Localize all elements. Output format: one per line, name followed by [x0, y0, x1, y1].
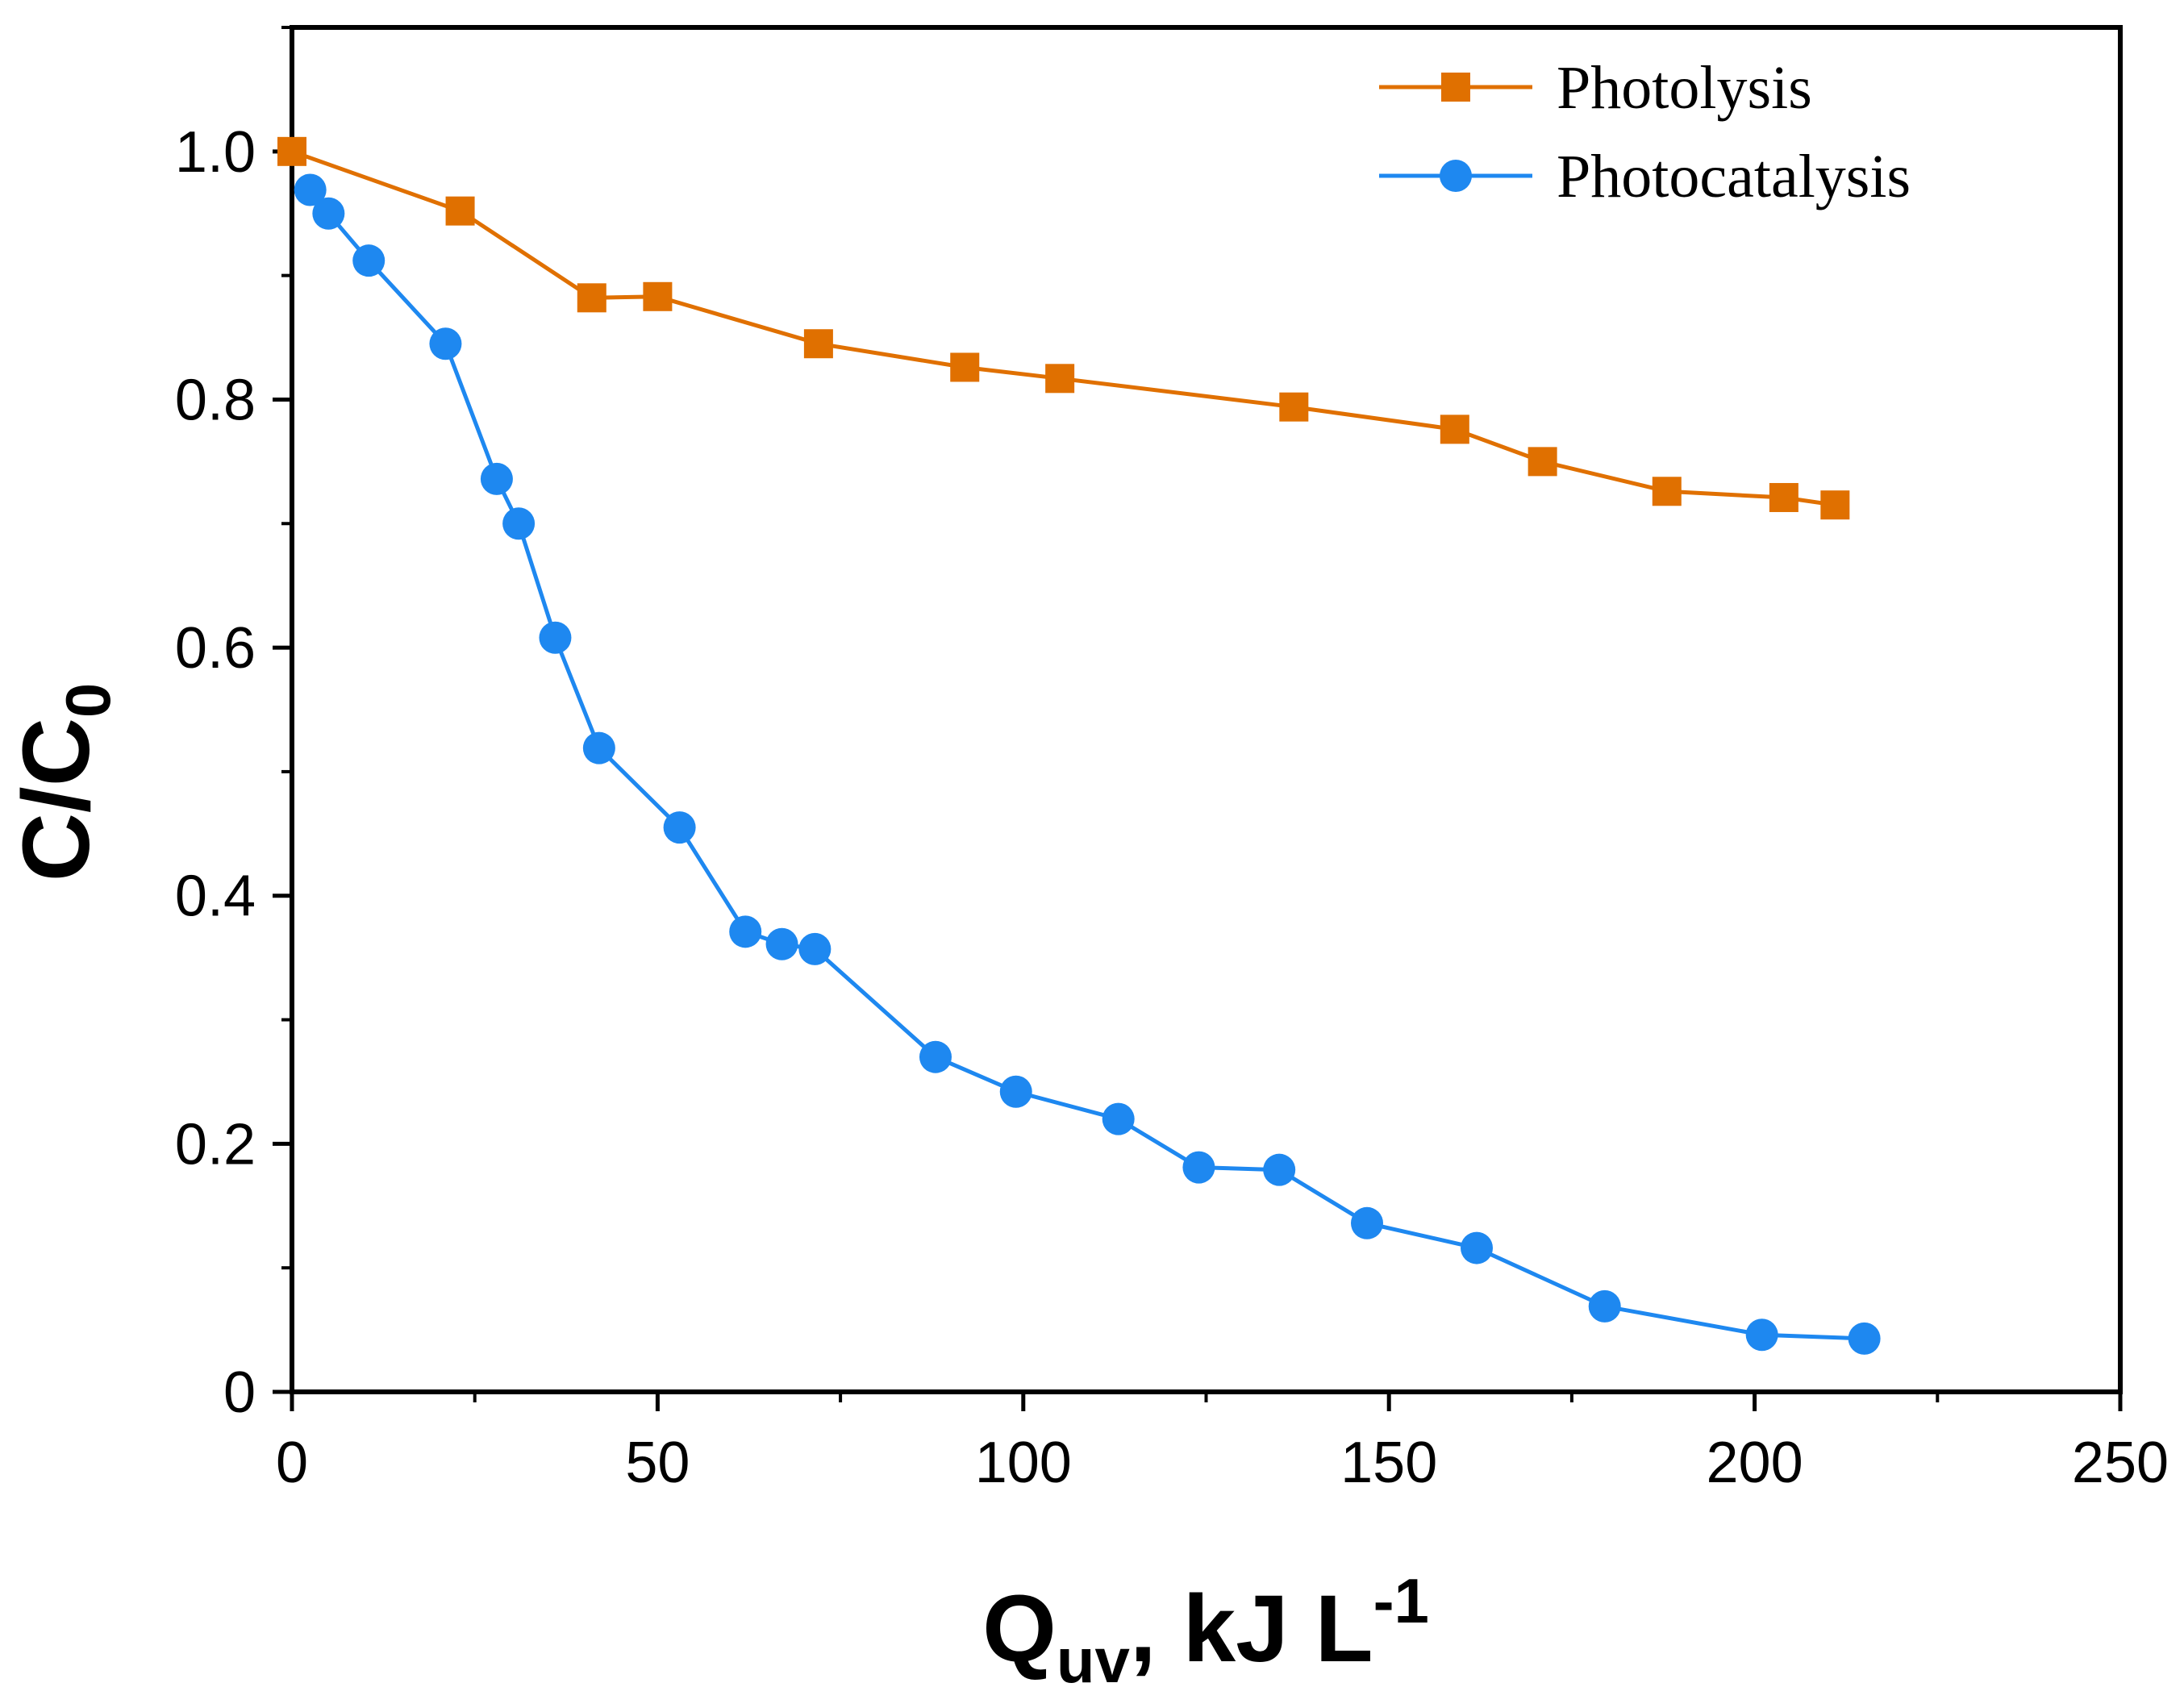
- series-layer: [277, 136, 1881, 1355]
- photolysis-point: [803, 329, 833, 359]
- x-axis-title-superscript: -1: [1373, 1565, 1429, 1636]
- legend-marker-photolysis: [1441, 73, 1470, 102]
- y-axis-title-subscript: 0: [52, 683, 123, 718]
- photolysis-point: [950, 352, 980, 382]
- photolysis-point: [1652, 477, 1682, 506]
- photocatalysis-point: [1102, 1102, 1135, 1135]
- photocatalysis-point: [312, 197, 345, 230]
- y-tick-label: 1.0: [175, 120, 256, 185]
- photocatalysis-point: [480, 462, 513, 495]
- plot-frame: [290, 25, 2123, 1394]
- x-tick-label: 150: [1340, 1431, 1437, 1495]
- photolysis-point: [577, 283, 606, 313]
- x-axis-title-rest: , kJ L: [1130, 1576, 1373, 1682]
- photolysis-point: [445, 196, 475, 226]
- photocatalysis-point: [294, 173, 327, 206]
- legend-item-photocatalysis: Photocatalysis: [1379, 143, 1911, 210]
- photocatalysis-point: [1848, 1322, 1881, 1355]
- photocatalysis-line: [308, 188, 1865, 1341]
- photolysis-point: [1820, 490, 1850, 520]
- photocatalysis-point: [1461, 1231, 1494, 1264]
- x-tick-label: 0: [276, 1431, 308, 1495]
- y-axis-title: C/C0: [3, 683, 123, 882]
- legend-item-photolysis: Photolysis: [1379, 54, 1812, 122]
- photocatalysis-point: [663, 811, 696, 844]
- x-axis: 0 50 100 150 200 250: [276, 1392, 2169, 1495]
- photocatalysis-point: [352, 244, 386, 277]
- y-tick-label: 0: [223, 1360, 256, 1425]
- series-photocatalysis: [294, 173, 1881, 1355]
- photocatalysis-point: [1745, 1318, 1778, 1352]
- legend: Photolysis Photocatalysis: [1379, 54, 1911, 210]
- photocatalysis-point: [582, 731, 615, 764]
- photocatalysis-point: [798, 932, 832, 965]
- y-tick-label: 0.6: [175, 616, 256, 681]
- photocatalysis-point: [1263, 1153, 1296, 1186]
- photolysis-point: [1045, 364, 1075, 394]
- legend-label-photocatalysis: Photocatalysis: [1557, 143, 1911, 210]
- x-axis-title: Quv, kJ L-1: [982, 1565, 1429, 1696]
- x-tick-label: 200: [1707, 1431, 1803, 1495]
- photolysis-point: [1528, 447, 1557, 477]
- y-axis-title-main: C/C: [3, 718, 110, 881]
- photocatalysis-point: [1350, 1206, 1383, 1239]
- photolysis-point: [1440, 415, 1469, 444]
- photolysis-point: [643, 281, 673, 311]
- x-tick-label: 250: [2072, 1431, 2169, 1495]
- y-tick-label: 0.4: [175, 864, 256, 929]
- photocatalysis-point: [765, 927, 798, 960]
- legend-marker-photocatalysis: [1440, 160, 1472, 192]
- photocatalysis-point: [919, 1040, 952, 1073]
- x-axis-title-subscript: uv: [1057, 1625, 1131, 1696]
- photolysis-point: [277, 136, 306, 166]
- x-axis-title-main: Q: [982, 1576, 1057, 1682]
- photocatalysis-point: [429, 327, 462, 360]
- photocatalysis-point: [1588, 1289, 1621, 1323]
- series-photolysis: [277, 136, 1850, 520]
- photocatalysis-point: [1182, 1151, 1215, 1184]
- y-tick-label: 0.2: [175, 1112, 256, 1177]
- x-tick-label: 100: [975, 1431, 1072, 1495]
- photocatalysis-point: [502, 507, 536, 540]
- photocatalysis-point: [999, 1075, 1032, 1108]
- legend-label-photolysis: Photolysis: [1557, 54, 1812, 122]
- photocatalysis-point: [539, 621, 572, 654]
- photocatalysis-point: [729, 915, 762, 948]
- y-axis: 0 0.2 0.4 0.6 0.8 1.0: [175, 26, 292, 1425]
- photolysis-point: [1279, 392, 1309, 422]
- photolysis-point: [1769, 482, 1798, 512]
- y-tick-label: 0.8: [175, 368, 256, 432]
- x-tick-label: 50: [625, 1431, 690, 1495]
